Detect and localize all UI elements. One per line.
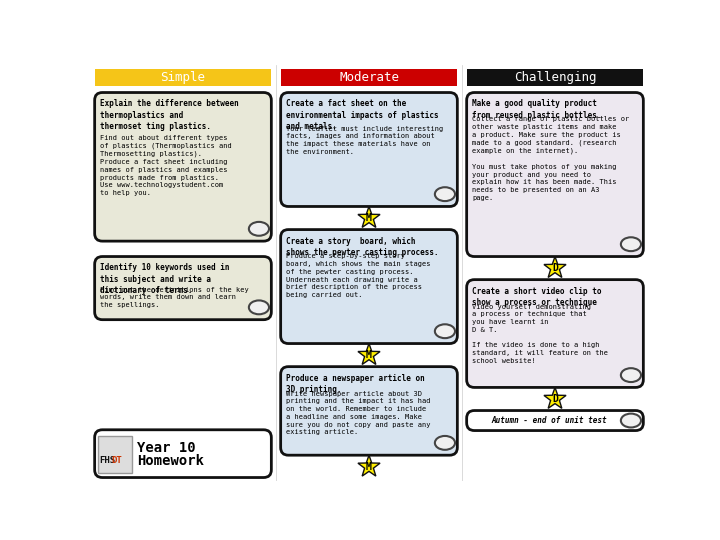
Text: Simple: Simple — [161, 71, 205, 84]
FancyBboxPatch shape — [467, 410, 644, 430]
Text: Your leaflet must include interesting
facts, images and information about
the im: Your leaflet must include interesting fa… — [286, 126, 444, 155]
Polygon shape — [358, 343, 380, 364]
Ellipse shape — [435, 187, 455, 201]
Polygon shape — [358, 206, 380, 227]
Text: M: M — [366, 213, 372, 223]
Text: Explain the difference between
thermoplastics and
thermoset ting plastics.: Explain the difference between thermopla… — [100, 99, 239, 131]
Text: Moderate: Moderate — [339, 71, 399, 84]
Text: Find out about different types
of plastics (Thermoplastics and
Thermosetting pla: Find out about different types of plasti… — [100, 135, 232, 196]
FancyBboxPatch shape — [94, 256, 271, 320]
Ellipse shape — [249, 300, 269, 314]
Text: Write newspaper article about 3D
printing and the impact it has had
on the world: Write newspaper article about 3D printin… — [286, 390, 431, 435]
Ellipse shape — [621, 237, 641, 251]
Text: Homework: Homework — [138, 454, 204, 468]
Polygon shape — [544, 256, 566, 278]
Ellipse shape — [435, 325, 455, 338]
Text: Challenging: Challenging — [514, 71, 596, 84]
Bar — [276, 65, 462, 481]
Polygon shape — [544, 387, 566, 408]
FancyBboxPatch shape — [467, 280, 644, 387]
Text: FHS: FHS — [99, 456, 115, 465]
Text: Make a good quality product
from reused plastic bottles.: Make a good quality product from reused … — [472, 99, 602, 120]
Bar — [90, 65, 276, 481]
FancyBboxPatch shape — [281, 367, 457, 455]
Bar — [94, 70, 271, 86]
FancyBboxPatch shape — [94, 430, 271, 477]
FancyBboxPatch shape — [281, 92, 457, 206]
Text: D: D — [552, 394, 558, 404]
Bar — [462, 65, 648, 481]
Ellipse shape — [435, 436, 455, 450]
Text: Create a short video clip to
show a process or technique: Create a short video clip to show a proc… — [472, 287, 602, 307]
Polygon shape — [358, 455, 380, 476]
Ellipse shape — [621, 414, 641, 428]
Text: Identify 10 keywords used in
this subject and write a
dictionary of terms.: Identify 10 keywords used in this subjec… — [100, 264, 230, 295]
Text: M: M — [366, 462, 372, 472]
Text: M: M — [366, 350, 372, 360]
Text: Collect a range of plastic bottles or
other waste plastic items and make
a produ: Collect a range of plastic bottles or ot… — [472, 117, 629, 201]
Text: Year 10: Year 10 — [138, 441, 196, 455]
Text: Produce a newspaper article on
3D printing.: Produce a newspaper article on 3D printi… — [286, 374, 425, 394]
Text: DT: DT — [112, 456, 122, 465]
FancyBboxPatch shape — [467, 92, 644, 256]
Bar — [467, 70, 644, 86]
Text: Autumn - end of unit test: Autumn - end of unit test — [491, 416, 607, 425]
Text: D: D — [552, 263, 558, 273]
Bar — [98, 436, 132, 473]
Text: Create a fact sheet on the
environmental impacts of plastics
and metals.: Create a fact sheet on the environmental… — [286, 99, 438, 131]
Text: Create a story  board, which
shows the pewter casting process.: Create a story board, which shows the pe… — [286, 237, 438, 257]
Text: Video yourself demonstrating
a process or technique that
you have learnt in
D & : Video yourself demonstrating a process o… — [472, 303, 608, 364]
Text: Produce a step-by-step story
board, which shows the main stages
of the pewter ca: Produce a step-by-step story board, whic… — [286, 253, 431, 298]
Ellipse shape — [249, 222, 269, 236]
Ellipse shape — [621, 368, 641, 382]
FancyBboxPatch shape — [94, 92, 271, 241]
FancyBboxPatch shape — [281, 230, 457, 343]
Text: Find out the definitions of the key
words, write them down and learn
the spellin: Find out the definitions of the key word… — [100, 287, 249, 308]
Bar — [281, 70, 457, 86]
